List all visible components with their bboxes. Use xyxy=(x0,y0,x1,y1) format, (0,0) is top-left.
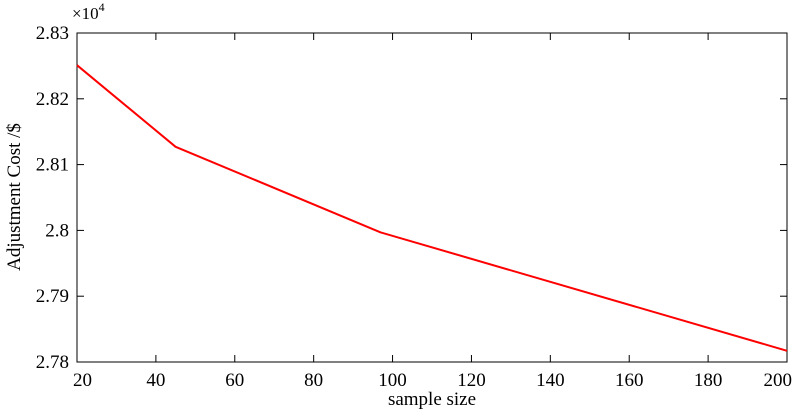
y-tick-label: 2.81 xyxy=(36,155,69,176)
x-tick-label: 80 xyxy=(304,370,323,391)
y-axis-ticks: 2.78 2.79 2.8 2.81 2.82 2.83 xyxy=(36,23,787,373)
y-tick-label: 2.79 xyxy=(36,286,69,307)
x-tick-label: 120 xyxy=(457,370,486,391)
x-tick-label: 140 xyxy=(536,370,565,391)
x-tick-label: 100 xyxy=(378,370,407,391)
x-tick-label: 60 xyxy=(225,370,244,391)
x-tick-label: 200 xyxy=(764,370,793,391)
x-axis-label: sample size xyxy=(388,389,476,409)
y-tick-label: 2.8 xyxy=(45,220,69,241)
y-axis-multiplier: ×104 xyxy=(72,0,105,23)
y-axis-multiplier-base: ×10 xyxy=(72,4,99,23)
x-tick-label: 180 xyxy=(694,370,723,391)
series-lines xyxy=(76,64,788,352)
y-axis-label: Adjustment Cost /$ xyxy=(4,123,25,271)
x-tick-label: 20 xyxy=(73,370,92,391)
y-tick-label: 2.78 xyxy=(36,352,69,373)
series-line xyxy=(76,64,788,352)
y-axis-multiplier-exponent: 4 xyxy=(99,0,105,14)
plot-area-frame xyxy=(76,32,788,363)
x-tick-label: 160 xyxy=(615,370,644,391)
y-tick-label: 2.83 xyxy=(36,23,69,44)
x-axis-ticks: 20 40 60 80 100 120 140 160 180 200 xyxy=(73,33,792,391)
x-tick-label: 40 xyxy=(146,370,165,391)
y-tick-label: 2.82 xyxy=(36,89,69,110)
